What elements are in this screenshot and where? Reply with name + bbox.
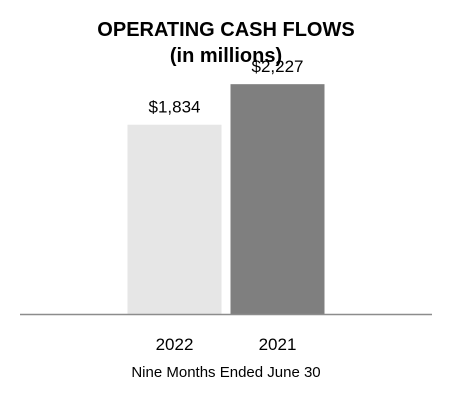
bars-group — [127, 84, 325, 314]
data-labels-group: $1,834 $2,227 — [149, 57, 304, 117]
x-tick-label-2022: 2022 — [156, 335, 194, 354]
bar-2022 — [127, 124, 222, 314]
chart-subtitle: (in millions) — [170, 45, 282, 67]
chart-title: OPERATING CASH FLOWS — [97, 19, 354, 41]
x-tick-labels-group: 2022 2021 — [156, 335, 297, 354]
bar-2021 — [230, 84, 325, 314]
data-label-2021: $2,227 — [252, 57, 304, 76]
x-tick-label-2021: 2021 — [259, 335, 297, 354]
data-label-2022: $1,834 — [149, 98, 201, 117]
x-axis-label: Nine Months Ended June 30 — [131, 364, 320, 381]
